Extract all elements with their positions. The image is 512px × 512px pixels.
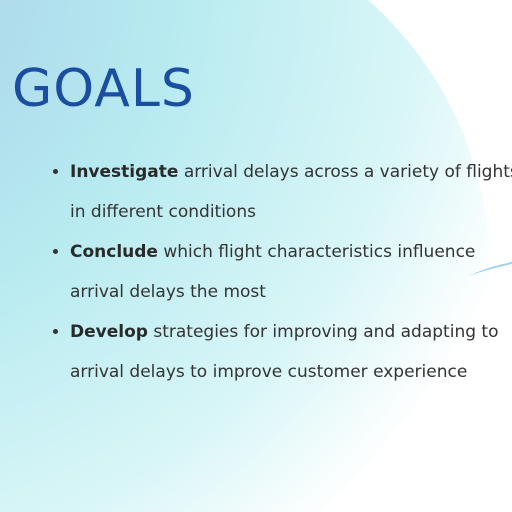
bullet-lead: Conclude	[70, 242, 158, 262]
streak	[468, 262, 512, 276]
bullet-text: strategies for improving and adapting to…	[70, 322, 499, 382]
bullet: Conclude which flight characteristics in…	[70, 232, 512, 312]
backdrop-circle	[0, 0, 490, 512]
title: GOALS	[12, 59, 195, 119]
bullet-lead: Develop	[70, 322, 148, 342]
bullet-list: Investigate arrival delays across a vari…	[50, 152, 512, 392]
bullet-text: which flight characteristics influence a…	[70, 242, 476, 302]
bullet-text: arrival delays across a variety of fligh…	[70, 162, 512, 222]
bullet: Develop strategies for improving and ada…	[70, 312, 512, 392]
bullet: Investigate arrival delays across a vari…	[70, 152, 512, 232]
bullet-lead: Investigate	[70, 162, 179, 182]
